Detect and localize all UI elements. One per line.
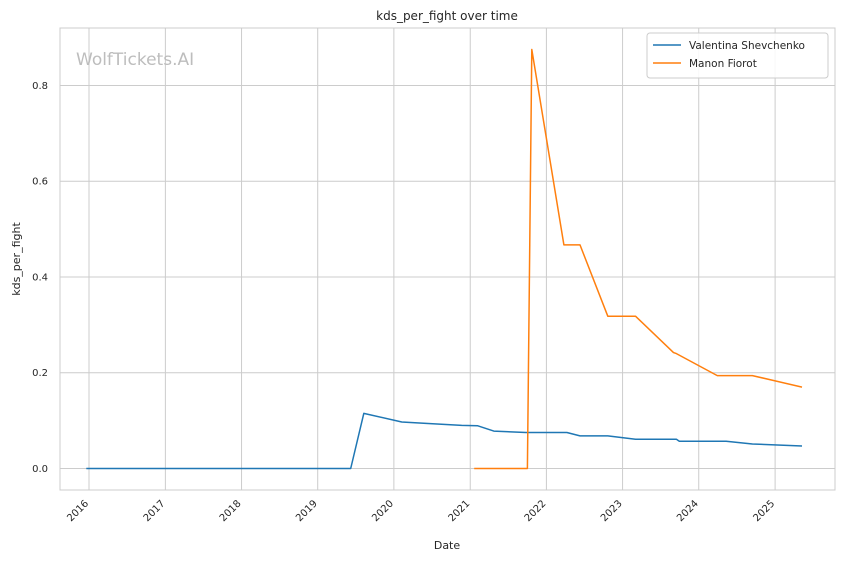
x-axis-label: Date <box>434 539 461 552</box>
x-tick-label: 2021 <box>447 498 473 524</box>
x-tick-label: 2023 <box>599 498 625 524</box>
series-line-1 <box>86 412 803 470</box>
legend-label: Manon Fiorot <box>689 58 757 70</box>
plot-area-frame <box>59 27 836 491</box>
y-tick-label: 0.2 <box>32 368 48 379</box>
series-line-2 <box>474 48 803 470</box>
x-tick-label: 2016 <box>65 498 91 524</box>
x-tick-labels: 2016 2017 2018 2019 2020 2021 2022 2023 2024 2025 <box>65 498 777 524</box>
x-tick-label: 2017 <box>142 498 168 524</box>
x-tick-label: 2025 <box>751 498 777 524</box>
x-tick-label: 2019 <box>294 498 320 524</box>
chart-title: kds_per_fight over time <box>376 9 518 23</box>
y-tick-label: 0.4 <box>32 272 48 283</box>
x-tick-label: 2022 <box>523 498 549 524</box>
y-tick-label: 0.8 <box>32 81 48 92</box>
y-tick-label: 0.0 <box>32 464 48 475</box>
grid <box>60 28 835 490</box>
watermark: WolfTickets.AI <box>76 50 194 70</box>
y-tick-labels: 0.0 0.2 0.4 0.6 0.8 <box>32 81 48 475</box>
legend-box <box>646 32 829 79</box>
series-layer <box>86 48 803 470</box>
legend-label: Valentina Shevchenko <box>689 40 805 52</box>
x-tick-label: 2020 <box>370 498 396 524</box>
x-tick-label: 2024 <box>675 498 701 524</box>
y-axis-label: kds_per_fight <box>10 222 23 296</box>
x-tick-label: 2018 <box>218 498 244 524</box>
y-tick-label: 0.6 <box>32 177 48 188</box>
legend: Valentina Shevchenko Manon Fiorot <box>646 32 829 79</box>
